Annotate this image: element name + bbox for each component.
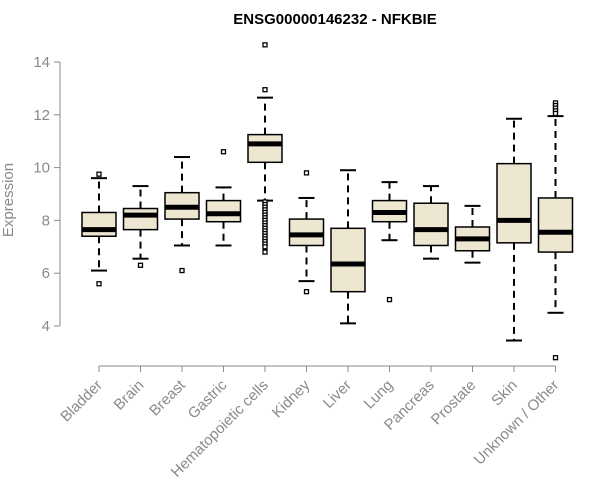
outlier-point <box>303 289 310 295</box>
box-pancreas <box>413 185 449 260</box>
box-liver <box>330 169 366 325</box>
x-tick-label: Liver <box>320 377 355 412</box>
y-tick-label: 8 <box>42 212 50 229</box>
y-tick-label: 4 <box>42 318 50 335</box>
iqr-box <box>205 199 242 223</box>
x-tick-label: Breast <box>146 376 189 419</box>
y-axis: 4 6 8 10 12 14 <box>33 54 61 335</box>
box-breast <box>164 156 200 274</box>
iqr-box <box>496 162 532 244</box>
iqr-box <box>247 133 283 164</box>
box-unknown-other <box>537 100 574 361</box>
outlier-point <box>262 87 268 93</box>
y-tick-label: 12 <box>33 107 50 124</box>
outlier-point <box>96 281 102 287</box>
box-gastric <box>205 149 242 247</box>
chart-title: ENSG00000146232 - NFKBIE <box>233 11 436 28</box>
boxes-group <box>81 42 574 361</box>
outlier-point <box>96 171 102 177</box>
outlier-point <box>137 262 144 268</box>
outlier-point <box>262 249 268 255</box>
x-tick-label: Brain <box>111 377 148 414</box>
iqr-box <box>122 207 159 231</box>
x-tick-label: Kidney <box>269 376 314 421</box>
box-brain <box>122 185 159 268</box>
box-kidney <box>288 170 325 295</box>
iqr-box <box>330 227 366 293</box>
outlier-point <box>303 170 310 176</box>
x-tick-label: Prostate <box>428 377 480 429</box>
outlier-point <box>179 267 185 274</box>
box-bladder <box>81 171 117 287</box>
x-tick-label: Bladder <box>57 377 106 426</box>
iqr-box <box>81 211 117 237</box>
box-skin <box>496 117 532 342</box>
box-prostate <box>454 204 491 264</box>
x-tick-label: Lung <box>361 377 397 413</box>
outlier-point <box>262 244 268 250</box>
outlier-point <box>552 355 559 361</box>
box-hematopoietic-cells <box>247 42 283 255</box>
iqr-box <box>288 218 325 247</box>
y-tick-label: 14 <box>33 54 50 71</box>
outlier-point <box>262 42 268 48</box>
y-axis-label: Expression <box>0 163 17 237</box>
y-tick-label: 10 <box>33 160 50 177</box>
box-lung <box>371 181 408 303</box>
iqr-box <box>537 197 574 253</box>
iqr-box <box>413 202 449 247</box>
outlier-point <box>552 110 559 117</box>
x-tick-label: Skin <box>488 377 521 410</box>
outlier-point <box>220 149 227 155</box>
outlier-point <box>386 296 393 303</box>
y-tick-label: 6 <box>42 265 50 282</box>
